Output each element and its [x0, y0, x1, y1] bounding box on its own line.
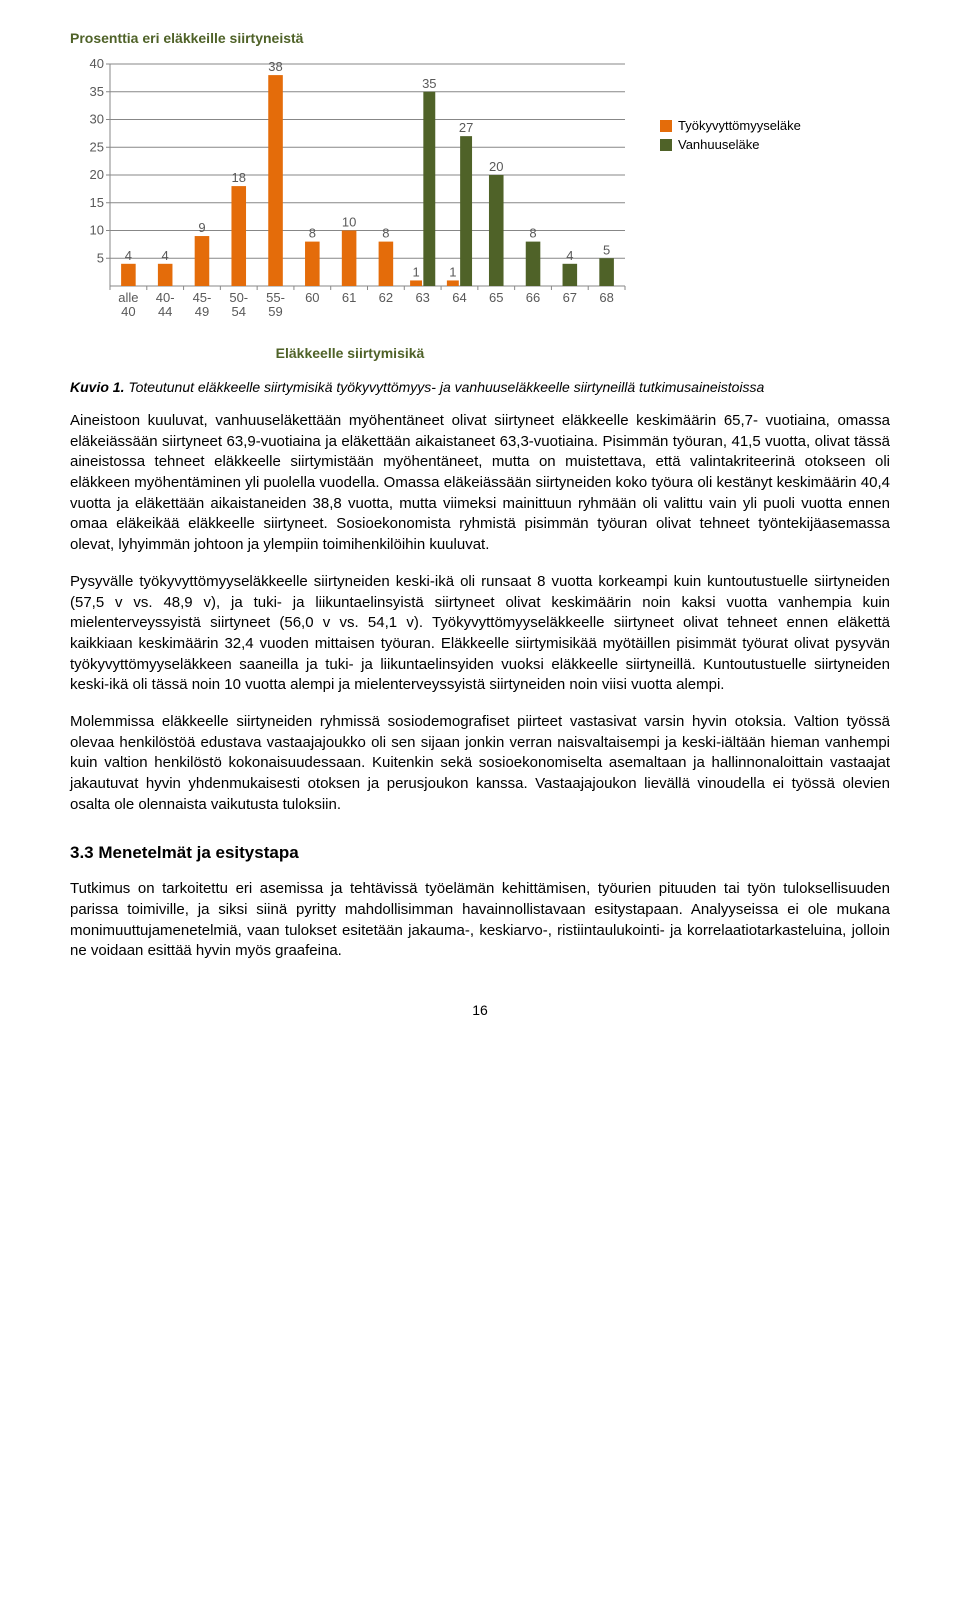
- svg-text:10: 10: [342, 215, 356, 230]
- svg-text:4: 4: [125, 248, 132, 263]
- svg-text:45-: 45-: [193, 290, 212, 305]
- body-paragraph: Pysyvälle työkyvyttömyyseläkkeelle siirt…: [70, 572, 890, 696]
- svg-text:1: 1: [449, 264, 456, 279]
- page-number: 16: [70, 1002, 890, 1018]
- svg-text:4: 4: [162, 248, 169, 263]
- svg-text:10: 10: [90, 223, 104, 238]
- caption-bold: Kuvio 1.: [70, 379, 124, 395]
- svg-text:61: 61: [342, 290, 356, 305]
- svg-text:66: 66: [526, 290, 540, 305]
- svg-text:40: 40: [90, 56, 104, 71]
- bar-chart: 5101520253035404alle40440-44945-491850-5…: [70, 54, 630, 361]
- svg-text:8: 8: [382, 226, 389, 241]
- legend-label: Vanhuuseläke: [678, 137, 759, 152]
- svg-text:5: 5: [603, 242, 610, 257]
- body-paragraph: Tutkimus on tarkoitettu eri asemissa ja …: [70, 879, 890, 962]
- svg-text:64: 64: [452, 290, 466, 305]
- caption-rest: Toteutunut eläkkeelle siirtymisikä työky…: [124, 379, 764, 395]
- svg-text:40-: 40-: [156, 290, 175, 305]
- svg-text:49: 49: [195, 304, 209, 319]
- svg-text:9: 9: [198, 220, 205, 235]
- svg-text:15: 15: [90, 195, 104, 210]
- svg-text:63: 63: [415, 290, 429, 305]
- svg-text:5: 5: [97, 250, 104, 265]
- svg-text:67: 67: [563, 290, 577, 305]
- svg-text:8: 8: [309, 226, 316, 241]
- svg-text:27: 27: [459, 120, 473, 135]
- svg-text:68: 68: [599, 290, 613, 305]
- svg-text:38: 38: [268, 59, 282, 74]
- svg-text:25: 25: [90, 139, 104, 154]
- document-page: Prosenttia eri eläkkeille siirtyneistä 5…: [0, 0, 960, 1058]
- body-paragraph: Molemmissa eläkkeelle siirtyneiden ryhmi…: [70, 712, 890, 815]
- svg-text:8: 8: [529, 226, 536, 241]
- legend-item: Työkyvyttömyyseläke: [660, 118, 801, 133]
- legend-swatch-icon: [660, 120, 672, 132]
- legend-swatch-icon: [660, 139, 672, 151]
- svg-text:50-: 50-: [229, 290, 248, 305]
- svg-text:35: 35: [422, 76, 436, 91]
- svg-text:40: 40: [121, 304, 135, 319]
- svg-text:35: 35: [90, 84, 104, 99]
- svg-text:59: 59: [268, 304, 282, 319]
- svg-text:54: 54: [232, 304, 246, 319]
- svg-text:20: 20: [90, 167, 104, 182]
- svg-text:62: 62: [379, 290, 393, 305]
- svg-text:1: 1: [412, 264, 419, 279]
- svg-text:60: 60: [305, 290, 319, 305]
- svg-text:4: 4: [566, 248, 573, 263]
- svg-text:55-: 55-: [266, 290, 285, 305]
- chart-y-title: Prosenttia eri eläkkeille siirtyneistä: [70, 30, 890, 46]
- svg-text:44: 44: [158, 304, 172, 319]
- legend-label: Työkyvyttömyyseläke: [678, 118, 801, 133]
- chart-legend: Työkyvyttömyyseläke Vanhuuseläke: [660, 114, 801, 156]
- svg-text:65: 65: [489, 290, 503, 305]
- body-paragraph: Aineistoon kuuluvat, vanhuuseläkettään m…: [70, 411, 890, 556]
- section-heading: 3.3 Menetelmät ja esitystapa: [70, 843, 890, 863]
- svg-text:20: 20: [489, 159, 503, 174]
- svg-text:18: 18: [232, 170, 246, 185]
- legend-item: Vanhuuseläke: [660, 137, 801, 152]
- svg-text:30: 30: [90, 112, 104, 127]
- svg-text:alle: alle: [118, 290, 138, 305]
- chart-zone: 5101520253035404alle40440-44945-491850-5…: [70, 54, 890, 361]
- figure-caption: Kuvio 1. Toteutunut eläkkeelle siirtymis…: [70, 379, 890, 395]
- chart-x-title: Eläkkeelle siirtymisikä: [70, 345, 630, 361]
